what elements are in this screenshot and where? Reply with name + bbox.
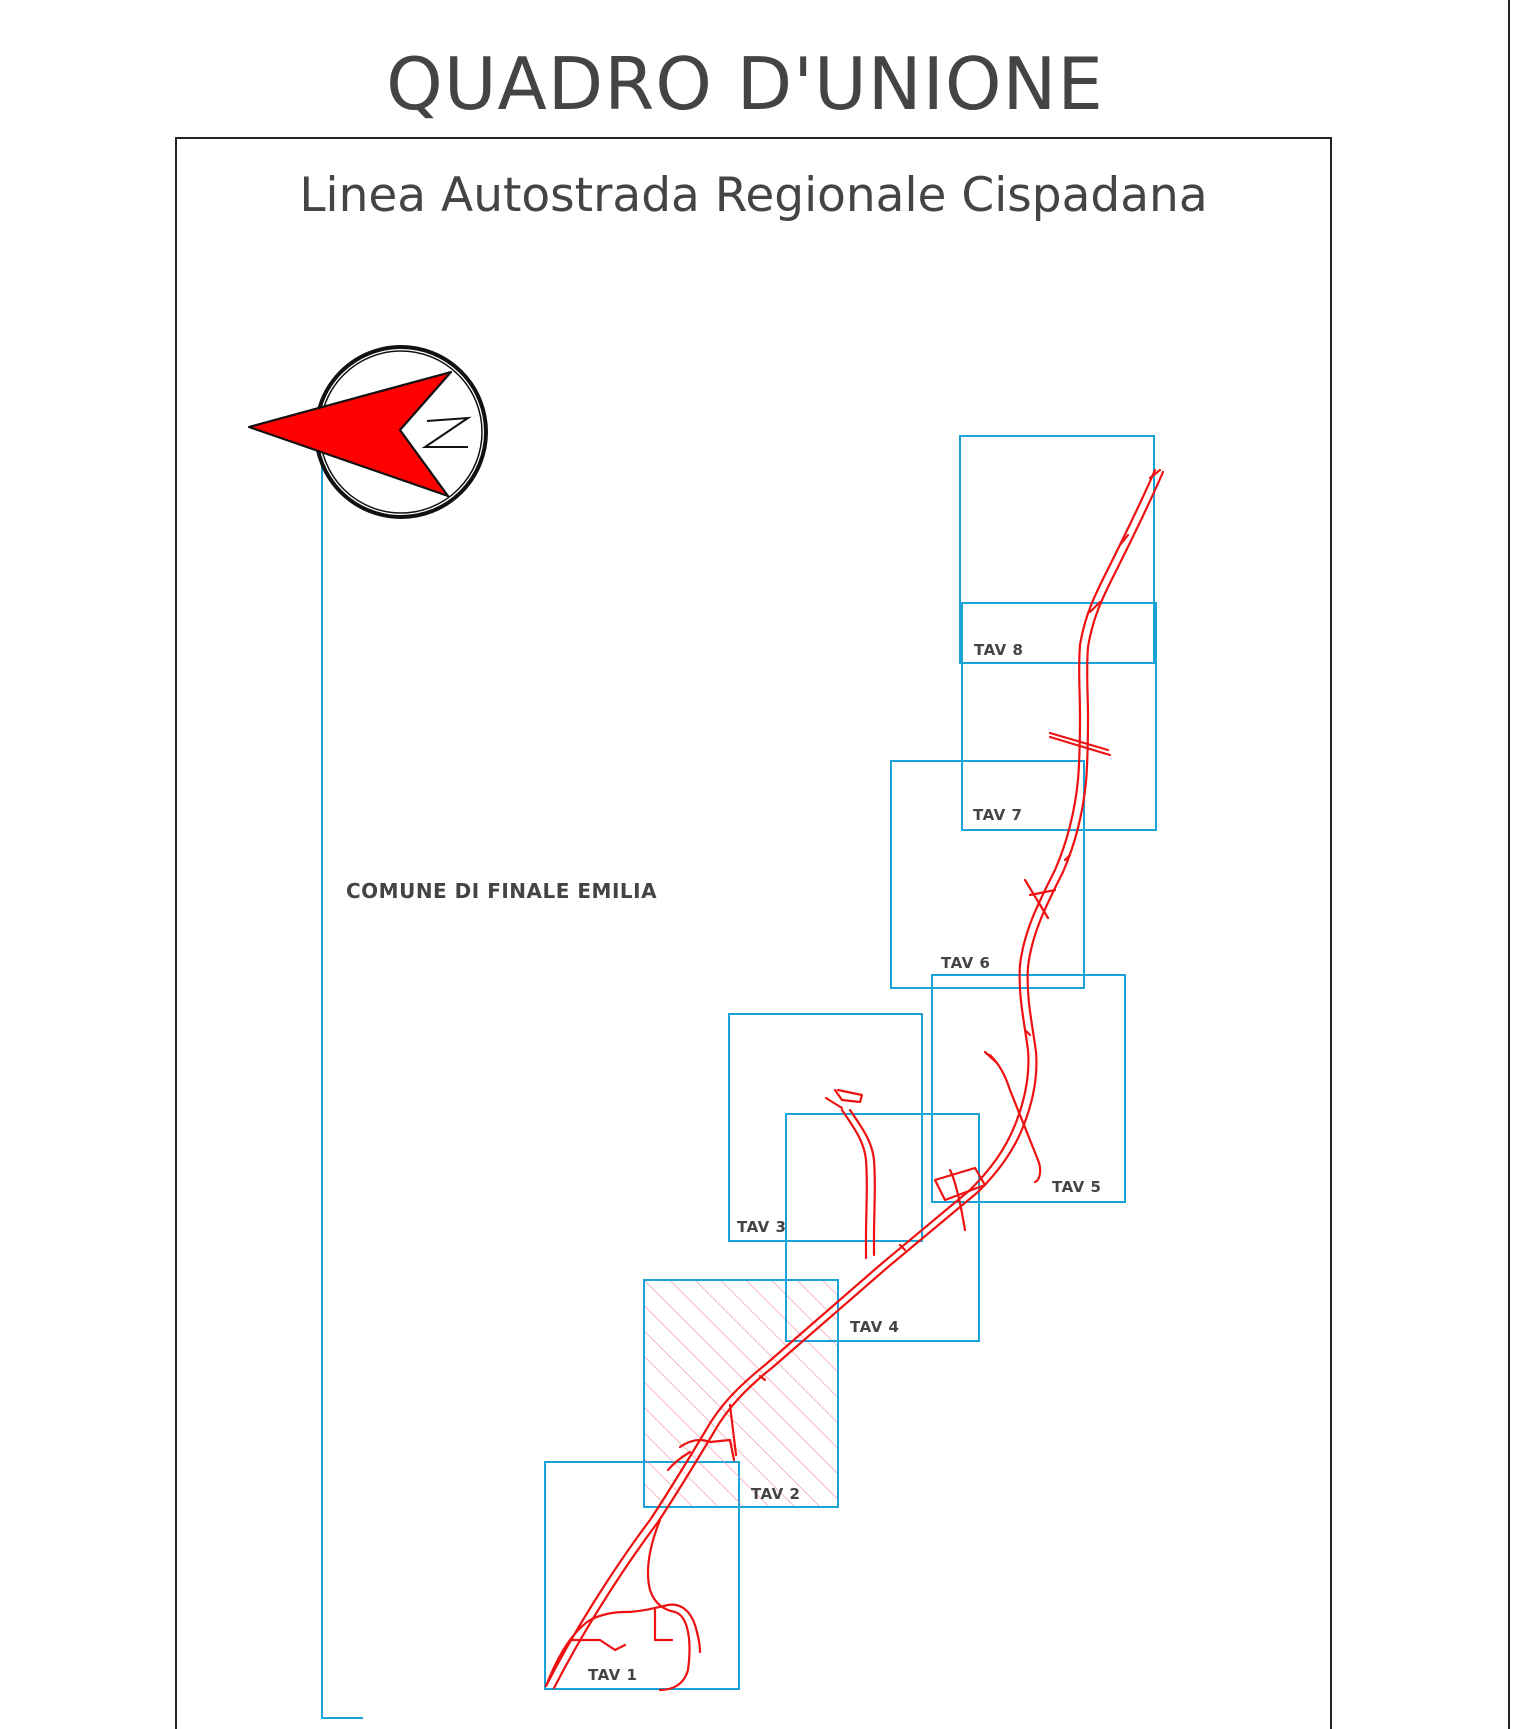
tile-5[interactable] [931,974,1126,1203]
comune-label: COMUNE DI FINALE EMILIA [346,879,657,903]
main-title: QUADRO D'UNIONE [386,42,1104,126]
tile-label-4: TAV 4 [850,1318,899,1336]
tile-label-5: TAV 5 [1052,1178,1101,1196]
tile-label-6: TAV 6 [941,954,990,972]
tile-6[interactable] [890,760,1085,989]
north-arrow-icon [247,345,488,519]
tile-3[interactable] [728,1013,923,1242]
sheet-border-right [1508,0,1510,1729]
tile-grid [544,435,1157,1690]
tile-label-1: TAV 1 [588,1666,637,1684]
comune-boundary [321,462,363,1719]
tile-8[interactable] [959,435,1155,664]
tile-4[interactable] [785,1113,980,1342]
tile-2[interactable] [643,1279,839,1508]
tile-7[interactable] [961,602,1157,831]
tile-label-3: TAV 3 [737,1218,786,1236]
tile-1[interactable] [544,1461,740,1690]
map-frame [175,137,1332,1729]
tile-label-2: TAV 2 [751,1485,800,1503]
tile-label-7: TAV 7 [973,806,1022,824]
highway-route [544,468,1165,1692]
subtitle: Linea Autostrada Regionale Cispadana [299,168,1208,223]
tile-label-8: TAV 8 [974,641,1023,659]
